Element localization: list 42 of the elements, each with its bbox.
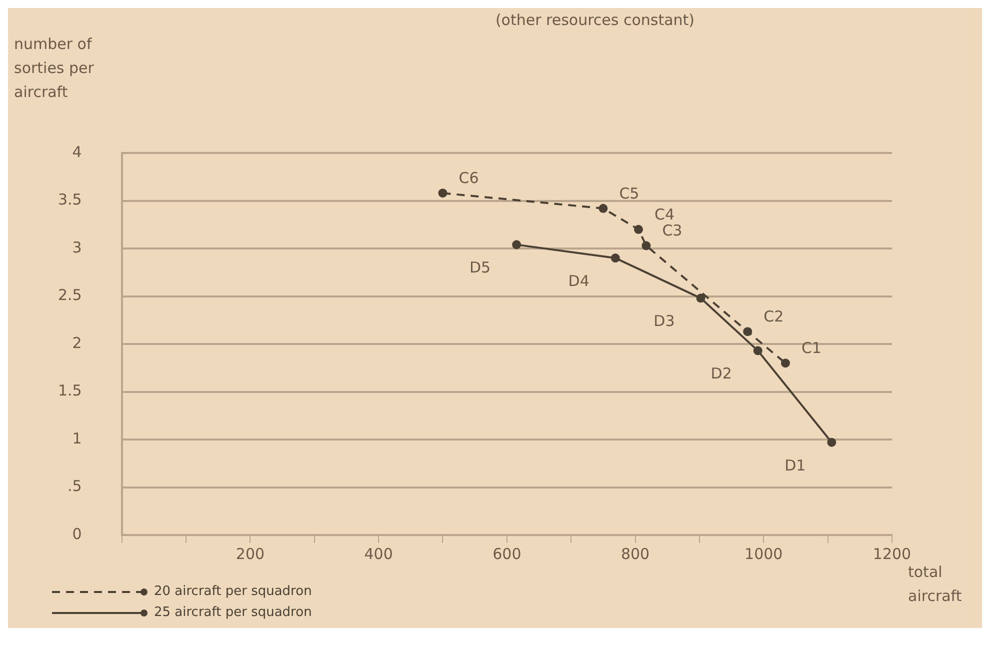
annotation: C2	[764, 307, 784, 326]
annotation: C4	[654, 205, 675, 224]
point	[780, 358, 790, 368]
x-tick-label: 200	[236, 544, 265, 563]
point	[753, 346, 762, 356]
point	[598, 204, 608, 213]
y-tick-label: 3	[72, 238, 82, 256]
point	[438, 188, 448, 198]
point	[634, 224, 643, 234]
x-tick-label: 400	[364, 544, 393, 563]
y-tick-label: 4	[72, 142, 82, 161]
x-tick-label: 1000	[744, 544, 783, 563]
point	[827, 438, 836, 447]
annotation: C5	[619, 184, 640, 202]
point	[642, 241, 651, 250]
y-tick-label: .5	[68, 477, 82, 496]
y-tick-label: 2	[72, 334, 82, 352]
annotation: C6	[458, 169, 479, 187]
annotation: D3	[654, 312, 675, 330]
x-tick-label: 800	[620, 544, 650, 563]
x-tick-label: 600	[492, 544, 522, 563]
y-tick-label: 3.5	[58, 190, 82, 209]
legend-label: 25 aircraft per squadron	[154, 605, 312, 620]
point	[610, 254, 620, 263]
annotation: D5	[469, 258, 491, 277]
annotation: C1	[801, 338, 822, 357]
annotation: D1	[784, 456, 806, 474]
y-tick-label: 1.5	[58, 382, 82, 400]
point	[512, 240, 522, 250]
annotation: C3	[662, 222, 682, 240]
annotation: D4	[568, 272, 590, 290]
y-tick-label: 2.5	[58, 286, 82, 304]
y-tick-label: 1	[72, 429, 82, 448]
point	[743, 327, 752, 336]
y-tick-label: 0	[72, 524, 82, 543]
x-tick-label: 1200	[872, 544, 912, 563]
point	[696, 294, 706, 303]
annotation: D2	[710, 364, 732, 383]
x-axis-title: total aircraft	[908, 563, 962, 605]
chart-title: (other resources constant)	[494, 10, 696, 31]
legend-label: 20 aircraft per squadron	[154, 584, 312, 599]
y-axis-title: number of sorties per aircraft	[13, 34, 95, 103]
